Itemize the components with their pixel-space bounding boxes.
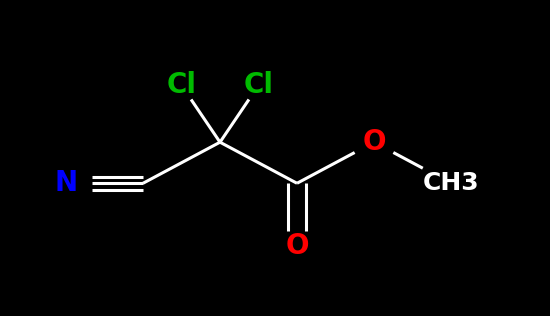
Text: Cl: Cl — [167, 71, 196, 99]
Text: O: O — [362, 128, 386, 156]
Text: Cl: Cl — [244, 71, 273, 99]
Text: CH3: CH3 — [423, 171, 479, 195]
Text: O: O — [285, 233, 309, 260]
Text: N: N — [54, 169, 78, 197]
